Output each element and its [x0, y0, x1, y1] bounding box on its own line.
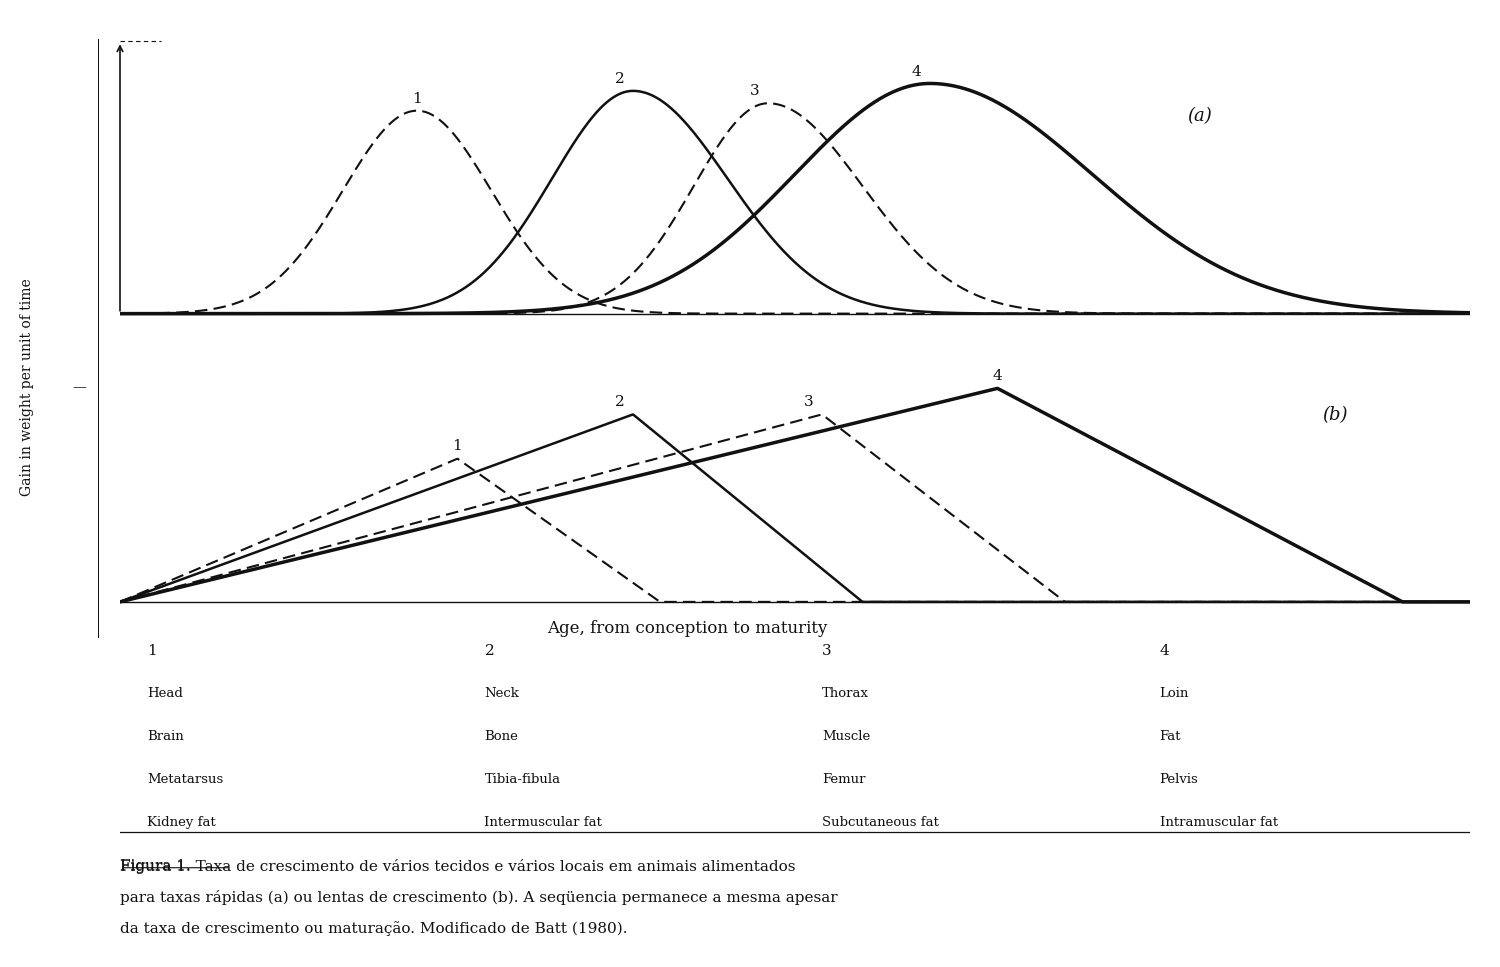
- Text: Pelvis: Pelvis: [1160, 773, 1198, 786]
- Text: Figura 1.: Figura 1.: [120, 859, 190, 872]
- Text: 4: 4: [912, 65, 921, 78]
- Text: Tibia-fibula: Tibia-fibula: [484, 773, 561, 786]
- Text: 3: 3: [804, 396, 813, 409]
- Text: 1: 1: [147, 644, 156, 659]
- Text: Metatarsus: Metatarsus: [147, 773, 224, 786]
- Text: Brain: Brain: [147, 730, 183, 743]
- Text: 4: 4: [1160, 644, 1170, 659]
- Text: 2: 2: [615, 72, 624, 86]
- Text: Intramuscular fat: Intramuscular fat: [1160, 816, 1278, 829]
- Text: Femur: Femur: [822, 773, 866, 786]
- Text: Thorax: Thorax: [822, 688, 868, 700]
- Text: da taxa de crescimento ou maturação. Modificado de Batt (1980).: da taxa de crescimento ou maturação. Mod…: [120, 922, 627, 936]
- Text: Age, from conception to maturity: Age, from conception to maturity: [548, 620, 826, 637]
- Text: 3: 3: [822, 644, 831, 659]
- Text: —: —: [72, 380, 86, 394]
- Text: Head: Head: [147, 688, 183, 700]
- Text: Figura 1. Taxa de crescimento de vários tecidos e vários locais em animais alime: Figura 1. Taxa de crescimento de vários …: [120, 859, 795, 873]
- Text: 4: 4: [993, 369, 1002, 383]
- Text: Kidney fat: Kidney fat: [147, 816, 216, 829]
- Text: 2: 2: [484, 644, 495, 659]
- Text: Gain in weight per unit of time: Gain in weight per unit of time: [20, 278, 34, 496]
- Text: para taxas rápidas (a) ou lentas de crescimento (b). A seqüencia permanece a mes: para taxas rápidas (a) ou lentas de cres…: [120, 890, 837, 905]
- Text: Bone: Bone: [484, 730, 519, 743]
- Text: Subcutaneous fat: Subcutaneous fat: [822, 816, 939, 829]
- Text: Muscle: Muscle: [822, 730, 870, 743]
- Text: (b): (b): [1323, 405, 1347, 424]
- Text: 1: 1: [453, 439, 462, 454]
- Text: 2: 2: [615, 396, 624, 409]
- Text: (a): (a): [1188, 106, 1212, 125]
- Text: Intermuscular fat: Intermuscular fat: [484, 816, 603, 829]
- Text: 3: 3: [750, 84, 759, 99]
- Text: Fat: Fat: [1160, 730, 1180, 743]
- Text: Neck: Neck: [484, 688, 519, 700]
- Text: 1: 1: [413, 92, 422, 105]
- Text: Loin: Loin: [1160, 688, 1190, 700]
